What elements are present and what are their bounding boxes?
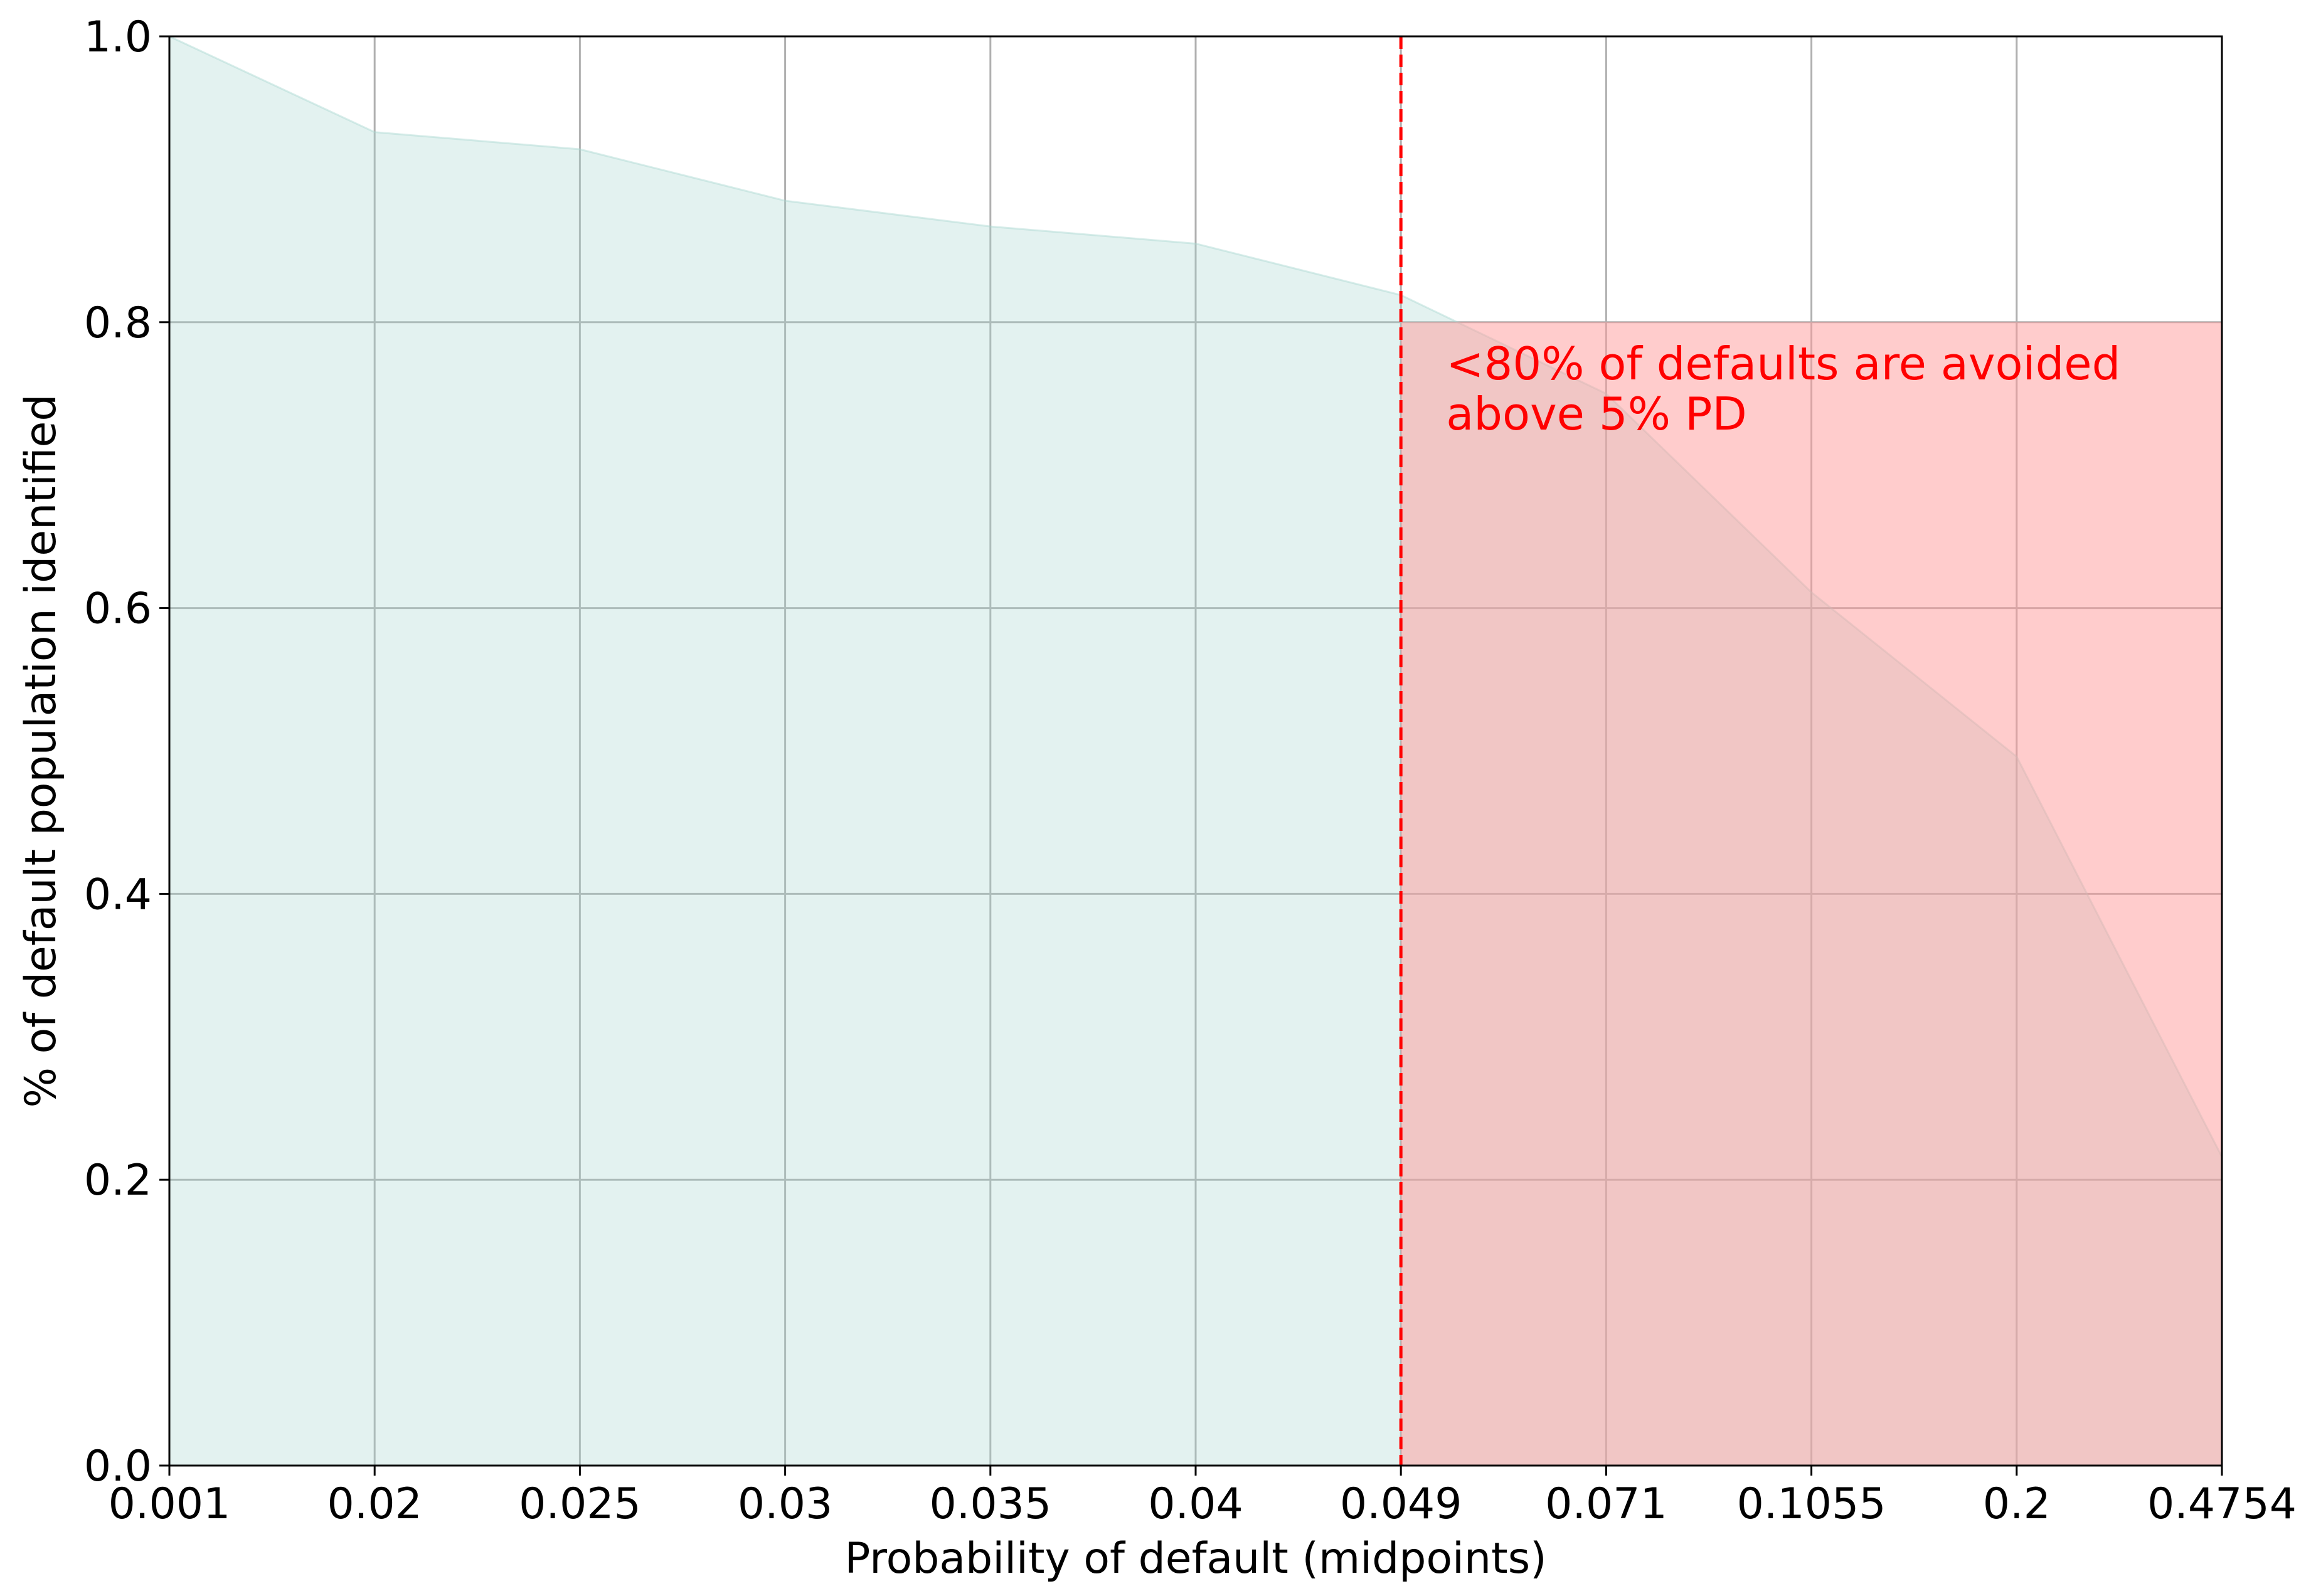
x-tick-label: 0.02 [327, 1479, 422, 1529]
x-ticks: 0.001 0.02 0.025 0.03 0.035 0.04 0.049 0.071 0.1… [109, 1466, 2297, 1529]
annotation: <80% of defaults are avoided above 5% PD [1446, 337, 2120, 440]
annotation-line: <80% of defaults are avoided [1446, 337, 2120, 390]
y-tick-label: 0.4 [84, 870, 152, 919]
x-tick-label: 0.03 [738, 1479, 832, 1529]
x-tick-label: 0.4754 [2147, 1479, 2297, 1529]
annotation-line: above 5% PD [1446, 388, 1747, 440]
y-tick-label: 0.0 [84, 1442, 152, 1491]
x-tick-label: 0.001 [109, 1479, 231, 1529]
x-tick-label: 0.035 [929, 1479, 1051, 1529]
y-tick-label: 0.6 [84, 584, 152, 634]
x-tick-label: 0.1055 [1737, 1479, 1886, 1529]
x-tick-label: 0.071 [1545, 1479, 1667, 1529]
x-tick-label: 0.049 [1340, 1479, 1462, 1529]
x-tick-label: 0.2 [1983, 1479, 2051, 1529]
y-ticks: 0.0 0.2 0.4 0.6 0.8 1.0 [84, 13, 169, 1491]
shaded-region [1401, 322, 2222, 1466]
y-tick-label: 1.0 [84, 13, 152, 62]
x-tick-label: 0.04 [1148, 1479, 1243, 1529]
y-tick-label: 0.2 [84, 1156, 152, 1205]
y-tick-label: 0.8 [84, 299, 152, 348]
y-axis-label: % of default population identified [16, 394, 66, 1107]
x-tick-label: 0.025 [519, 1479, 641, 1529]
x-axis-label: Probability of default (midpoints) [844, 1534, 1546, 1583]
